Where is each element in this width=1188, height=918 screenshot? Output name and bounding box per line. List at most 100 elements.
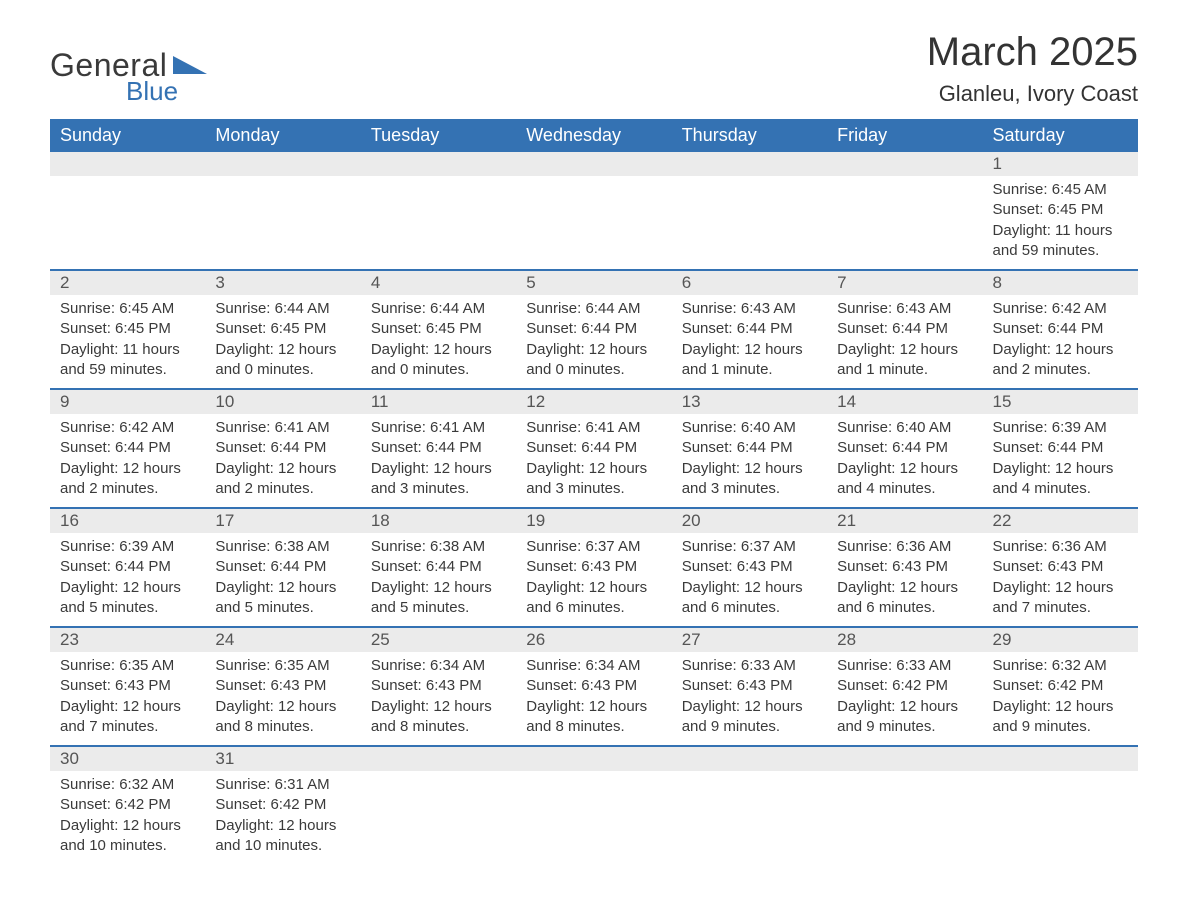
day-detail-cell: Sunrise: 6:40 AMSunset: 6:44 PMDaylight:… xyxy=(672,414,827,508)
daylight-text: Daylight: 12 hours and 7 minutes. xyxy=(60,697,195,738)
sunset-text: Sunset: 6:44 PM xyxy=(215,438,350,458)
daylight-text: Daylight: 12 hours and 10 minutes. xyxy=(215,816,350,857)
sunset-text: Sunset: 6:44 PM xyxy=(60,557,195,577)
sunset-text: Sunset: 6:43 PM xyxy=(682,557,817,577)
sunset-text: Sunset: 6:45 PM xyxy=(993,200,1128,220)
daylight-text: Daylight: 12 hours and 9 minutes. xyxy=(837,697,972,738)
day-number-cell xyxy=(827,152,982,176)
day-number-cell: 19 xyxy=(516,508,671,533)
day-number-cell: 21 xyxy=(827,508,982,533)
day-detail-cell: Sunrise: 6:44 AMSunset: 6:45 PMDaylight:… xyxy=(361,295,516,389)
logo-triangle-icon xyxy=(173,52,207,79)
weekday-header: Friday xyxy=(827,119,982,152)
sunrise-text: Sunrise: 6:40 AM xyxy=(682,418,817,438)
day-number-cell: 15 xyxy=(983,389,1138,414)
daylight-text: Daylight: 12 hours and 3 minutes. xyxy=(682,459,817,500)
day-detail-cell: Sunrise: 6:44 AMSunset: 6:45 PMDaylight:… xyxy=(205,295,360,389)
daylight-text: Daylight: 12 hours and 0 minutes. xyxy=(371,340,506,381)
sunset-text: Sunset: 6:43 PM xyxy=(60,676,195,696)
weekday-header: Sunday xyxy=(50,119,205,152)
day-detail-cell xyxy=(50,176,205,270)
day-number-cell: 14 xyxy=(827,389,982,414)
day-number-cell: 28 xyxy=(827,627,982,652)
sunset-text: Sunset: 6:44 PM xyxy=(993,438,1128,458)
sunrise-text: Sunrise: 6:44 AM xyxy=(215,299,350,319)
daylight-text: Daylight: 12 hours and 3 minutes. xyxy=(526,459,661,500)
sunrise-text: Sunrise: 6:32 AM xyxy=(60,775,195,795)
daylight-text: Daylight: 12 hours and 5 minutes. xyxy=(60,578,195,619)
day-detail-row: Sunrise: 6:32 AMSunset: 6:42 PMDaylight:… xyxy=(50,771,1138,864)
day-number-row: 1 xyxy=(50,152,1138,176)
day-number-row: 16171819202122 xyxy=(50,508,1138,533)
day-detail-cell: Sunrise: 6:42 AMSunset: 6:44 PMDaylight:… xyxy=(983,295,1138,389)
daylight-text: Daylight: 12 hours and 0 minutes. xyxy=(526,340,661,381)
sunset-text: Sunset: 6:42 PM xyxy=(60,795,195,815)
day-detail-row: Sunrise: 6:39 AMSunset: 6:44 PMDaylight:… xyxy=(50,533,1138,627)
day-detail-cell: Sunrise: 6:41 AMSunset: 6:44 PMDaylight:… xyxy=(516,414,671,508)
daylight-text: Daylight: 12 hours and 3 minutes. xyxy=(371,459,506,500)
day-detail-cell: Sunrise: 6:37 AMSunset: 6:43 PMDaylight:… xyxy=(516,533,671,627)
sunrise-text: Sunrise: 6:44 AM xyxy=(526,299,661,319)
day-detail-cell xyxy=(361,176,516,270)
day-number-cell: 4 xyxy=(361,270,516,295)
day-number-cell xyxy=(983,746,1138,771)
daylight-text: Daylight: 12 hours and 4 minutes. xyxy=(837,459,972,500)
day-detail-cell: Sunrise: 6:43 AMSunset: 6:44 PMDaylight:… xyxy=(672,295,827,389)
sunset-text: Sunset: 6:45 PM xyxy=(371,319,506,339)
day-number-cell: 24 xyxy=(205,627,360,652)
daylight-text: Daylight: 12 hours and 2 minutes. xyxy=(215,459,350,500)
sunrise-text: Sunrise: 6:43 AM xyxy=(682,299,817,319)
day-detail-cell: Sunrise: 6:45 AMSunset: 6:45 PMDaylight:… xyxy=(983,176,1138,270)
sunrise-text: Sunrise: 6:45 AM xyxy=(993,180,1128,200)
day-number-row: 3031 xyxy=(50,746,1138,771)
day-detail-cell xyxy=(827,771,982,864)
day-number-cell xyxy=(50,152,205,176)
day-detail-cell xyxy=(205,176,360,270)
day-number-cell: 23 xyxy=(50,627,205,652)
day-detail-cell: Sunrise: 6:36 AMSunset: 6:43 PMDaylight:… xyxy=(983,533,1138,627)
day-detail-cell xyxy=(827,176,982,270)
daylight-text: Daylight: 12 hours and 9 minutes. xyxy=(682,697,817,738)
sunrise-text: Sunrise: 6:34 AM xyxy=(371,656,506,676)
daylight-text: Daylight: 12 hours and 0 minutes. xyxy=(215,340,350,381)
weekday-header: Saturday xyxy=(983,119,1138,152)
day-number-row: 23242526272829 xyxy=(50,627,1138,652)
day-number-cell xyxy=(672,152,827,176)
day-number-cell: 6 xyxy=(672,270,827,295)
daylight-text: Daylight: 12 hours and 10 minutes. xyxy=(60,816,195,857)
day-number-cell: 31 xyxy=(205,746,360,771)
sunrise-text: Sunrise: 6:35 AM xyxy=(215,656,350,676)
sunrise-text: Sunrise: 6:33 AM xyxy=(682,656,817,676)
daylight-text: Daylight: 12 hours and 8 minutes. xyxy=(215,697,350,738)
sunrise-text: Sunrise: 6:41 AM xyxy=(215,418,350,438)
sunrise-text: Sunrise: 6:37 AM xyxy=(526,537,661,557)
sunrise-text: Sunrise: 6:36 AM xyxy=(993,537,1128,557)
day-detail-row: Sunrise: 6:42 AMSunset: 6:44 PMDaylight:… xyxy=(50,414,1138,508)
day-detail-cell xyxy=(361,771,516,864)
daylight-text: Daylight: 12 hours and 2 minutes. xyxy=(993,340,1128,381)
day-number-cell: 25 xyxy=(361,627,516,652)
day-number-row: 9101112131415 xyxy=(50,389,1138,414)
sunset-text: Sunset: 6:42 PM xyxy=(215,795,350,815)
day-number-cell: 29 xyxy=(983,627,1138,652)
daylight-text: Daylight: 12 hours and 6 minutes. xyxy=(837,578,972,619)
sunset-text: Sunset: 6:44 PM xyxy=(837,319,972,339)
day-number-cell: 17 xyxy=(205,508,360,533)
daylight-text: Daylight: 11 hours and 59 minutes. xyxy=(60,340,195,381)
sunset-text: Sunset: 6:44 PM xyxy=(60,438,195,458)
day-detail-cell: Sunrise: 6:38 AMSunset: 6:44 PMDaylight:… xyxy=(205,533,360,627)
day-detail-cell: Sunrise: 6:32 AMSunset: 6:42 PMDaylight:… xyxy=(50,771,205,864)
day-detail-row: Sunrise: 6:35 AMSunset: 6:43 PMDaylight:… xyxy=(50,652,1138,746)
day-number-cell xyxy=(361,746,516,771)
page-title: March 2025 xyxy=(927,30,1138,75)
day-detail-cell: Sunrise: 6:40 AMSunset: 6:44 PMDaylight:… xyxy=(827,414,982,508)
sunset-text: Sunset: 6:44 PM xyxy=(682,319,817,339)
day-detail-cell xyxy=(516,771,671,864)
sunset-text: Sunset: 6:42 PM xyxy=(993,676,1128,696)
day-detail-cell xyxy=(672,176,827,270)
sunset-text: Sunset: 6:44 PM xyxy=(371,557,506,577)
sunrise-text: Sunrise: 6:32 AM xyxy=(993,656,1128,676)
daylight-text: Daylight: 12 hours and 7 minutes. xyxy=(993,578,1128,619)
weekday-header: Wednesday xyxy=(516,119,671,152)
sunset-text: Sunset: 6:44 PM xyxy=(682,438,817,458)
